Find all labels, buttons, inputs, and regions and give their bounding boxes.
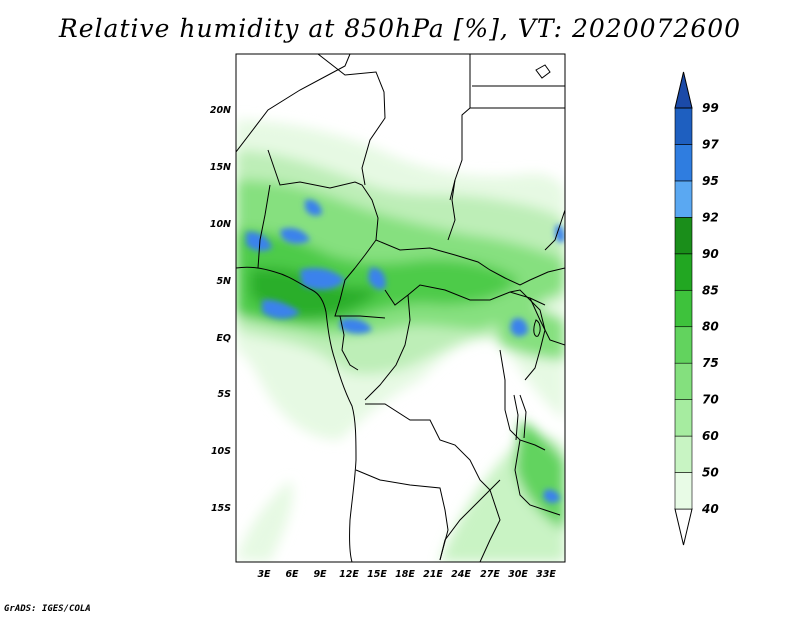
lat-tick-label: 10N (210, 219, 231, 230)
lat-tick-label: 10S (211, 446, 231, 457)
colorbar-label: 75 (702, 356, 719, 370)
colorbar-segment (674, 399, 693, 437)
map-frame (235, 53, 566, 563)
lon-tick-label: 24E (451, 569, 471, 580)
lon-tick-label: 12E (339, 569, 359, 580)
colorbar-lower-triangle (674, 508, 693, 546)
colorbar-segment (674, 253, 693, 291)
lon-tick-label: 33E (536, 569, 556, 580)
colorbar-upper-triangle (674, 71, 693, 109)
colorbar-label: 99 (702, 101, 719, 115)
colorbar-segment (674, 107, 693, 145)
country-borders (236, 54, 565, 562)
humidity-field (236, 54, 565, 562)
colorbar-segment (674, 326, 693, 364)
colorbar-segment (674, 289, 693, 328)
lat-tick-label: 15N (210, 162, 231, 173)
colorbar-label: 90 (702, 247, 719, 261)
credit-label: GrADS: IGES/COLA (4, 604, 91, 614)
colorbar-segment (674, 435, 693, 473)
colorbar-segment (674, 472, 693, 510)
colorbar-segment (674, 362, 693, 400)
colorbar-label: 97 (702, 137, 719, 151)
lon-tick-label: 9E (313, 569, 327, 580)
colorbar-label: 50 (702, 466, 719, 480)
lat-tick-label: 5S (218, 389, 232, 400)
lon-tick-label: 6E (285, 569, 299, 580)
lon-tick-label: 3E (257, 569, 271, 580)
colorbar-label: 70 (702, 393, 719, 407)
colorbar-label: 95 (702, 174, 719, 188)
lat-tick-label: 5N (216, 276, 231, 287)
lon-tick-label: 21E (423, 569, 443, 580)
lon-tick-labels: 3E 6E 9E 12E 15E 18E 21E 24E 27E 30E 33E (257, 569, 556, 580)
colorbar: 40 50 60 70 75 80 85 90 92 95 97 99 (674, 71, 719, 546)
colorbar-label: 60 (702, 429, 719, 443)
lon-tick-label: 27E (480, 569, 500, 580)
chart-title: Relative humidity at 850hPa [%], VT: 202… (58, 14, 742, 43)
lat-tick-label: 15S (211, 503, 231, 514)
lat-tick-label: EQ (216, 333, 231, 344)
lat-tick-label: 20N (210, 105, 231, 116)
lon-tick-label: 15E (367, 569, 387, 580)
colorbar-label: 40 (701, 502, 719, 516)
colorbar-label: 92 (702, 210, 719, 224)
colorbar-label: 80 (702, 320, 719, 334)
colorbar-label: 85 (702, 283, 719, 297)
colorbar-segment (674, 144, 693, 182)
colorbar-segment (674, 217, 693, 255)
lon-tick-label: 30E (508, 569, 528, 580)
colorbar-segment (674, 180, 693, 218)
lat-tick-labels: 20N 15N 10N 5N EQ 5S 10S 15S (210, 105, 231, 514)
lon-tick-label: 18E (395, 569, 415, 580)
